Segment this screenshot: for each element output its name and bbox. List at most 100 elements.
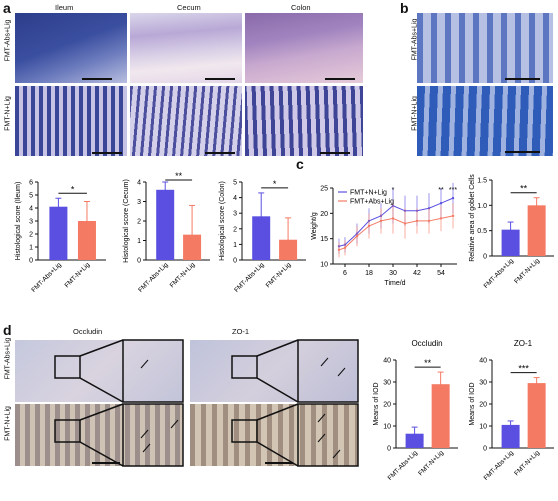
bar-n [527,383,546,448]
y-tick-label: 40 [479,358,487,365]
y-tick-label: 0 [483,446,487,453]
micrograph-goblet-abs [417,13,553,83]
x-tick-label: FMT-N+Lig [265,261,293,289]
micrograph-ileum-n [15,86,127,156]
data-point [379,219,383,223]
micrograph-colon-n [245,86,363,156]
d-col-title-zo1: ZO-1 [232,327,250,336]
micrograph-goblet-n [417,86,553,156]
data-point [391,217,395,220]
x-tick-label: FMT-N+Lig [169,261,197,289]
y-tick-label: 2 [29,232,33,239]
y-tick-label: 2 [233,226,237,233]
panel-label-a: a [3,0,11,16]
significance-label: ** [424,358,432,368]
x-tick-label: 42 [413,270,421,277]
bar-n [431,384,450,448]
data-point [439,217,443,220]
data-point [415,219,419,223]
bar-abs [405,433,424,448]
y-axis-label: Histological score (Cecum) [123,179,130,263]
y-tick-label: 20 [383,402,391,409]
data-point [355,234,359,238]
y-tick-label: 1 [29,245,33,252]
data-point [343,246,347,249]
y-tick-label: 5 [233,180,237,187]
y-tick-label: 4 [137,180,141,187]
x-tick-label: 6 [343,270,347,277]
data-point [439,202,443,205]
bar-abs [501,424,520,448]
col-title-colon: Colon [291,3,311,12]
y-tick-label: 20 [320,211,328,218]
x-tick-label: FMT-Abs+Lig [30,261,63,294]
significance-label: * [392,187,395,194]
scale-bar [205,78,235,80]
micrograph-cecum-abs [130,13,242,83]
scale-bar [82,78,112,80]
bar-abs [49,206,68,260]
data-point [427,219,431,223]
col-title-cecum: Cecum [177,3,201,12]
y-axis-label: Histological score (Colon) [219,181,226,261]
scale-bar [205,152,235,154]
chart-ileum: 0 1 2 3 4 5 6 Histological score (Ileum) FMT-Abs… [15,180,106,294]
data-point [367,224,371,228]
x-tick-label: 18 [365,270,373,277]
x-tick-label: FMT-Abs+Lig [387,449,420,482]
scale-bar [92,152,122,154]
y-tick-label: 3 [137,199,141,206]
y-tick-label: 0 [137,258,141,265]
y-tick-label: 6 [29,180,33,187]
scale-bar [505,78,540,80]
y-tick-label: 0 [29,258,33,265]
significance-label: ** [438,187,444,194]
x-tick-label: FMT-Abs+Lig [233,261,266,294]
significance-label: *** [518,364,529,374]
y-tick-label: 10 [320,262,328,269]
micrograph-occludin-n [15,404,183,466]
chart-title: Occludin [411,339,442,348]
significance-label: * [71,184,75,194]
legend-label: FMT+Abs+Lig [350,199,394,206]
data-point [403,222,407,225]
y-axis-label: Weight/g [311,212,318,240]
micrograph-cecum-n [130,86,242,156]
bar-abs [156,189,175,260]
y-tick-label: 40 [383,358,391,365]
y-tick-label: 0 [233,258,237,265]
y-axis-label: Means of IOD [469,382,476,425]
significance-label: ** [520,184,528,194]
y-tick-label: 5 [29,193,33,200]
y-tick-label: 0 [483,254,487,261]
x-tick-label: FMT-Abs+Lig [483,257,516,290]
panel-label-d: d [3,322,12,338]
x-tick-label: FMT-Abs+Lig [137,261,170,294]
bar-n [527,205,546,256]
y-tick-label: 1.5 [477,178,487,185]
y-tick-label: 3 [233,211,237,218]
y-tick-label: 1 [233,242,237,249]
y-tick-label: 30 [479,380,487,387]
y-tick-label: 1 [137,238,141,245]
y-tick-label: 10 [383,424,391,431]
scale-bar [320,152,350,154]
significance-label: ** [175,171,183,181]
x-tick-label: 30 [389,270,397,277]
legend-label: FMT+N+Lig [350,190,387,197]
chart-colon: 0 1 2 3 4 5 Histological score (Colon) FMT-Abs+… [219,179,306,294]
chart-title: ZO-1 [514,339,533,348]
x-tick-label: 54 [437,270,445,277]
panel-label-b: b [400,0,409,16]
scale-bar [505,151,540,153]
micrograph-zo1-abs [190,340,358,402]
micrograph-colon-abs [245,13,363,83]
y-tick-label: 4 [233,195,237,202]
panel-label-c: c [296,156,304,172]
data-point [427,207,431,210]
data-point [337,248,341,252]
chart-weight: 10 15 20 25 6 18 30 42 54 Time/d Weight/g FMT+N+Lig… [311,182,457,287]
